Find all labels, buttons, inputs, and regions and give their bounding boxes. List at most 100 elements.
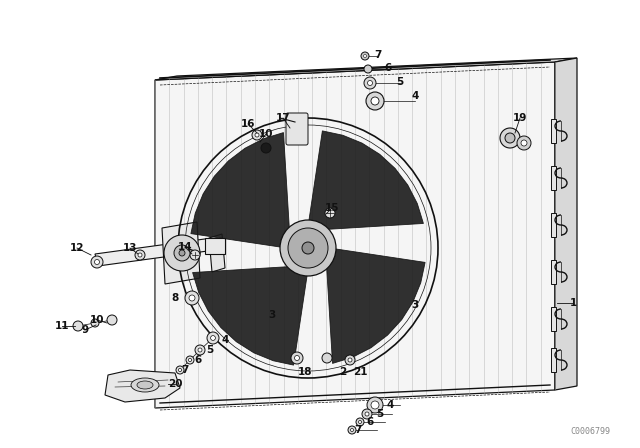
Circle shape [174, 245, 190, 261]
Text: 19: 19 [513, 113, 527, 123]
Polygon shape [555, 58, 577, 390]
Circle shape [325, 208, 335, 218]
Circle shape [164, 235, 200, 271]
Circle shape [371, 97, 379, 105]
Text: 3: 3 [412, 300, 419, 310]
Circle shape [211, 336, 216, 340]
Text: 9: 9 [81, 325, 88, 335]
FancyBboxPatch shape [551, 213, 556, 237]
Text: 1: 1 [570, 298, 577, 308]
Circle shape [255, 133, 259, 137]
Circle shape [362, 409, 372, 419]
Circle shape [189, 295, 195, 301]
Text: 4: 4 [387, 400, 394, 410]
Circle shape [252, 130, 262, 140]
Circle shape [179, 368, 182, 371]
Circle shape [367, 81, 372, 86]
Text: 5: 5 [396, 77, 404, 87]
Circle shape [95, 259, 99, 264]
Circle shape [371, 401, 379, 409]
Circle shape [73, 321, 83, 331]
Text: 7: 7 [355, 425, 362, 435]
Polygon shape [193, 267, 307, 365]
Polygon shape [155, 62, 555, 408]
Text: 17: 17 [276, 113, 291, 123]
Text: 10: 10 [259, 129, 273, 139]
Circle shape [280, 220, 336, 276]
Ellipse shape [137, 381, 153, 389]
Text: 16: 16 [241, 119, 255, 129]
Text: 3: 3 [268, 310, 276, 320]
Circle shape [365, 412, 369, 416]
Circle shape [345, 355, 355, 365]
Circle shape [366, 92, 384, 110]
Circle shape [135, 250, 145, 260]
Circle shape [322, 353, 332, 363]
Circle shape [351, 428, 353, 431]
Text: 5: 5 [376, 409, 383, 419]
Polygon shape [209, 234, 225, 272]
Circle shape [138, 253, 142, 257]
Circle shape [188, 358, 191, 362]
Text: 14: 14 [178, 242, 192, 252]
Text: 10: 10 [90, 315, 104, 325]
Text: 7: 7 [181, 365, 189, 375]
Circle shape [361, 52, 369, 60]
Circle shape [288, 228, 328, 268]
Circle shape [91, 319, 99, 327]
Circle shape [517, 136, 531, 150]
Text: 6: 6 [366, 417, 374, 427]
FancyBboxPatch shape [286, 113, 308, 145]
Circle shape [302, 242, 314, 254]
Circle shape [179, 250, 185, 256]
Text: 7: 7 [374, 50, 381, 60]
FancyBboxPatch shape [551, 166, 556, 190]
Polygon shape [327, 249, 425, 363]
Text: 21: 21 [353, 367, 367, 377]
Text: 18: 18 [298, 367, 312, 377]
Circle shape [364, 65, 372, 73]
Circle shape [348, 426, 356, 434]
Polygon shape [191, 133, 289, 247]
Circle shape [358, 421, 362, 423]
FancyBboxPatch shape [551, 260, 556, 284]
Polygon shape [105, 370, 180, 402]
FancyBboxPatch shape [551, 119, 556, 143]
Circle shape [261, 143, 271, 153]
Circle shape [107, 315, 117, 325]
FancyBboxPatch shape [551, 307, 556, 331]
Text: 5: 5 [206, 345, 214, 355]
Circle shape [176, 366, 184, 374]
Circle shape [505, 133, 515, 143]
Circle shape [186, 356, 194, 364]
Circle shape [521, 140, 527, 146]
Circle shape [207, 332, 219, 344]
Text: 13: 13 [123, 243, 137, 253]
Text: 6: 6 [195, 355, 202, 365]
Circle shape [198, 348, 202, 352]
Polygon shape [309, 131, 424, 229]
Circle shape [91, 256, 103, 268]
Text: 4: 4 [221, 335, 228, 345]
Text: 6: 6 [385, 63, 392, 73]
Text: 2: 2 [339, 367, 347, 377]
FancyBboxPatch shape [205, 238, 225, 254]
Circle shape [291, 352, 303, 364]
Text: 11: 11 [55, 321, 69, 331]
Circle shape [190, 250, 200, 260]
Polygon shape [155, 58, 577, 80]
Circle shape [294, 356, 300, 361]
Text: 15: 15 [324, 203, 339, 213]
Circle shape [364, 55, 367, 57]
Circle shape [356, 418, 364, 426]
FancyBboxPatch shape [551, 348, 556, 372]
Circle shape [500, 128, 520, 148]
Circle shape [367, 397, 383, 413]
Text: 8: 8 [172, 293, 179, 303]
Circle shape [185, 291, 199, 305]
Circle shape [195, 345, 205, 355]
Text: 12: 12 [70, 243, 84, 253]
Polygon shape [95, 238, 215, 266]
Circle shape [348, 358, 352, 362]
Polygon shape [162, 222, 200, 284]
